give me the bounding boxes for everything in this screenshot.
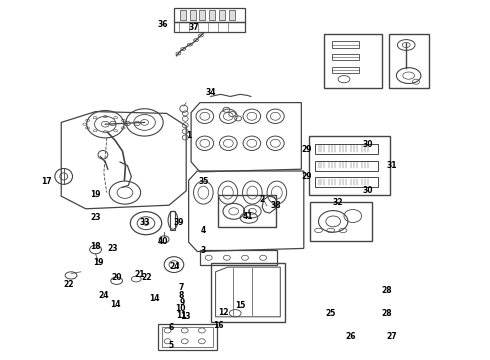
Text: 19: 19	[93, 258, 103, 267]
Bar	[200, 250, 277, 265]
Text: 28: 28	[382, 309, 392, 318]
Text: 27: 27	[387, 332, 397, 341]
Text: 1: 1	[186, 131, 191, 140]
Text: 35: 35	[198, 177, 209, 186]
Bar	[315, 161, 378, 171]
Bar	[162, 327, 213, 347]
Text: 3: 3	[201, 246, 206, 255]
Bar	[310, 202, 372, 241]
Text: 34: 34	[205, 89, 216, 98]
Bar	[324, 34, 382, 88]
Bar	[332, 54, 359, 60]
Text: 15: 15	[235, 301, 245, 310]
Text: 6: 6	[169, 323, 173, 332]
Bar	[309, 136, 390, 195]
Text: 2: 2	[260, 195, 265, 204]
Text: 29: 29	[301, 145, 312, 154]
Text: 31: 31	[387, 161, 397, 170]
Text: 14: 14	[149, 294, 160, 303]
Text: 23: 23	[107, 244, 118, 253]
Text: 14: 14	[110, 300, 121, 309]
Text: 29: 29	[301, 172, 312, 181]
Text: 24: 24	[170, 262, 180, 271]
Text: 26: 26	[345, 332, 356, 341]
Text: 12: 12	[218, 308, 228, 317]
Bar	[209, 10, 215, 20]
Bar	[389, 34, 429, 88]
Bar	[219, 10, 225, 20]
Text: 24: 24	[98, 291, 109, 300]
Bar	[218, 195, 276, 227]
Text: 8: 8	[179, 291, 184, 300]
Bar	[180, 10, 186, 20]
Text: 33: 33	[139, 218, 150, 227]
Bar	[315, 144, 378, 154]
Text: 39: 39	[173, 218, 184, 227]
Text: 38: 38	[270, 202, 281, 210]
Bar	[199, 10, 205, 20]
Text: 41: 41	[242, 212, 253, 220]
Bar	[211, 263, 285, 322]
Text: 36: 36	[157, 20, 168, 29]
Bar	[190, 10, 196, 20]
Text: 30: 30	[362, 140, 373, 149]
Bar	[315, 177, 378, 187]
Text: 22: 22	[63, 280, 74, 289]
Text: 20: 20	[111, 273, 122, 282]
Text: 21: 21	[134, 270, 145, 279]
Text: 19: 19	[90, 190, 101, 199]
Text: 18: 18	[90, 242, 101, 251]
Text: 40: 40	[157, 238, 168, 247]
Text: 32: 32	[333, 198, 343, 207]
Text: 10: 10	[175, 304, 186, 313]
Bar	[332, 41, 359, 48]
Text: 17: 17	[41, 177, 52, 186]
Text: 23: 23	[90, 213, 101, 222]
Text: 13: 13	[180, 311, 191, 320]
Text: 25: 25	[325, 309, 336, 318]
Text: 28: 28	[382, 287, 392, 295]
Text: 4: 4	[201, 226, 206, 235]
Text: 30: 30	[362, 186, 373, 195]
Text: 11: 11	[176, 311, 187, 320]
Bar	[332, 67, 359, 73]
Text: 16: 16	[213, 321, 223, 330]
Bar	[174, 22, 245, 32]
Text: 5: 5	[169, 341, 173, 350]
Bar	[229, 10, 235, 20]
Text: 37: 37	[188, 23, 199, 32]
Text: 22: 22	[142, 273, 152, 282]
Bar	[174, 8, 245, 22]
Bar	[158, 324, 217, 350]
Text: 9: 9	[180, 298, 185, 307]
Text: 7: 7	[179, 284, 184, 292]
